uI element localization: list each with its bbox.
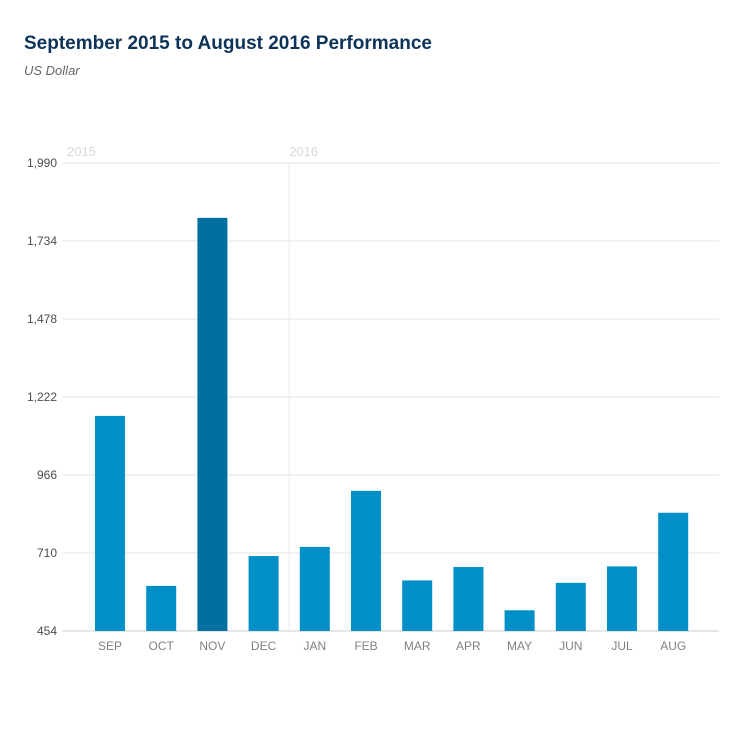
x-tick-label: MAY xyxy=(507,639,532,653)
bar xyxy=(95,415,125,631)
y-tick-label: 1,990 xyxy=(27,156,57,170)
bar xyxy=(555,582,586,631)
x-tick-label: JUN xyxy=(559,639,582,653)
y-tick-label: 454 xyxy=(37,624,57,638)
x-tick-label: JUL xyxy=(611,639,633,653)
bar xyxy=(197,217,228,631)
y-tick-label: 1,222 xyxy=(27,390,57,404)
x-tick-label: FEB xyxy=(354,639,377,653)
bar xyxy=(351,490,381,631)
bar xyxy=(453,567,484,631)
bar xyxy=(146,585,177,631)
bar xyxy=(607,566,637,631)
y-tick-label: 710 xyxy=(37,546,57,560)
bar xyxy=(504,610,535,631)
chart-title: September 2015 to August 2016 Performanc… xyxy=(24,33,432,54)
y-tick-label: 1,478 xyxy=(27,312,57,326)
bar xyxy=(248,556,279,631)
bar xyxy=(658,512,689,631)
x-tick-label: NOV xyxy=(199,639,225,653)
y-tick-label: 966 xyxy=(37,468,57,482)
year-label: 2016 xyxy=(289,144,318,159)
x-tick-label: SEP xyxy=(98,639,122,653)
year-label: 2015 xyxy=(67,144,96,159)
x-tick-label: MAR xyxy=(404,639,431,653)
chart-subtitle: US Dollar xyxy=(24,63,80,78)
x-tick-label: AUG xyxy=(660,639,686,653)
bar xyxy=(402,580,433,631)
y-tick-label: 1,734 xyxy=(27,234,57,248)
x-tick-label: OCT xyxy=(149,639,175,653)
x-tick-label: DEC xyxy=(251,639,277,653)
bar xyxy=(299,546,330,631)
x-tick-label: APR xyxy=(456,639,481,653)
x-tick-label: JAN xyxy=(303,639,326,653)
